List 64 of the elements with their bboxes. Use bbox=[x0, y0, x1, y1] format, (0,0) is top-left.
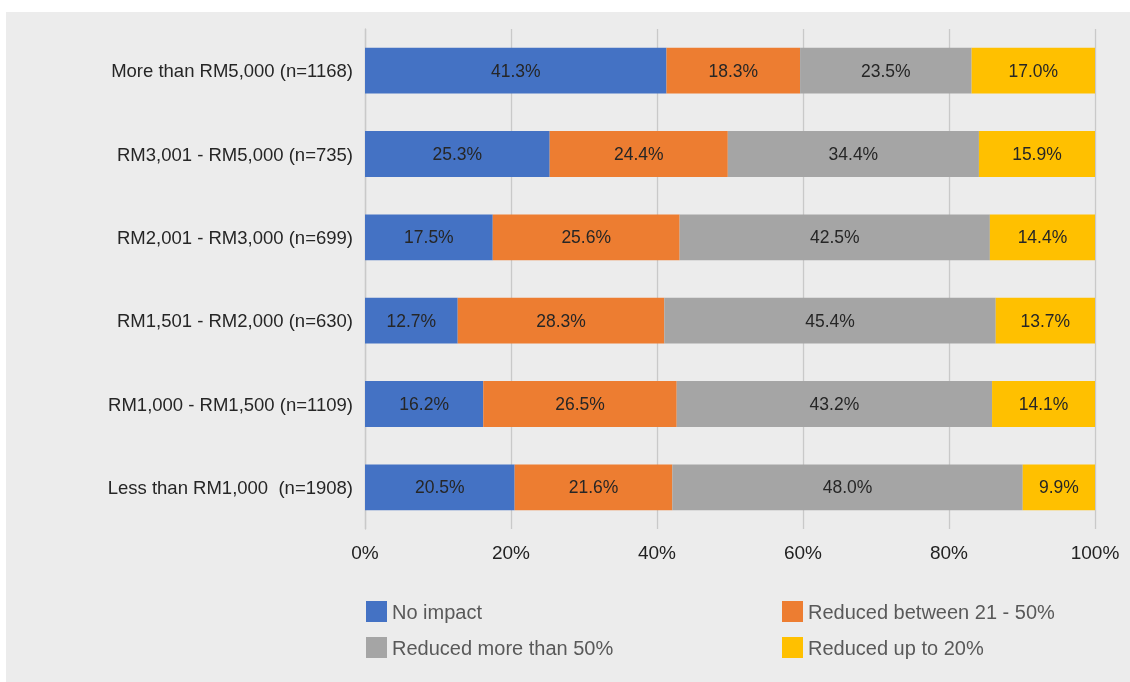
bar bbox=[365, 464, 515, 511]
data-label: 34.4% bbox=[828, 144, 879, 164]
bar bbox=[365, 297, 458, 344]
y-tick-label: RM1,000 - RM1,500 (n=1109) bbox=[108, 393, 353, 415]
data-label: 26.5% bbox=[555, 394, 605, 414]
x-tick-label: 20% bbox=[491, 542, 531, 563]
legend-label: Reduced between 21 - 50% bbox=[808, 600, 1056, 623]
legend-label: Reduced more than 50% bbox=[392, 636, 614, 659]
bar bbox=[971, 47, 1095, 94]
data-label: 45.4% bbox=[805, 310, 855, 331]
bar bbox=[989, 214, 1095, 261]
data-label: 25.3% bbox=[432, 144, 483, 164]
data-label: 42.5% bbox=[809, 227, 860, 248]
bar bbox=[978, 131, 1095, 177]
x-tick-label: 40% bbox=[637, 542, 677, 563]
y-tick-label: RM1,501 - RM2,000 (n=630) bbox=[117, 310, 353, 332]
bar bbox=[800, 47, 972, 94]
data-label: 24.4% bbox=[613, 144, 664, 164]
x-tick-label: 80% bbox=[929, 542, 969, 563]
bar bbox=[676, 381, 993, 427]
bar bbox=[1022, 464, 1095, 511]
data-label: 21.6% bbox=[568, 477, 619, 498]
data-label: 14.1% bbox=[1018, 394, 1069, 414]
bar bbox=[666, 47, 801, 94]
data-label: 17.0% bbox=[1008, 60, 1059, 81]
data-label: 17.5% bbox=[404, 227, 454, 248]
data-label: 14.4% bbox=[1017, 227, 1068, 248]
y-tick-label: Less than RM1,000 (n=1908) bbox=[107, 476, 353, 498]
y-tick-label: RM3,001 - RM5,000 (n=735) bbox=[117, 143, 353, 165]
data-label: 23.5% bbox=[861, 60, 911, 81]
y-tick-label: More than RM5,000 (n=1168) bbox=[111, 60, 353, 82]
x-tick-label: 0% bbox=[351, 542, 379, 563]
bar bbox=[492, 214, 680, 261]
bar bbox=[679, 214, 990, 261]
data-label: 9.9% bbox=[1038, 477, 1079, 498]
y-tick-label: RM2,001 - RM3,000 (n=699) bbox=[117, 226, 353, 248]
data-label: 43.2% bbox=[809, 394, 860, 414]
bar bbox=[672, 464, 1023, 511]
legend-label: No impact bbox=[392, 600, 483, 623]
legend-label: Reduced up to 20% bbox=[808, 636, 984, 659]
bar bbox=[365, 381, 484, 427]
data-label: 13.7% bbox=[1020, 310, 1071, 331]
bar bbox=[365, 131, 550, 177]
bar bbox=[992, 381, 1095, 427]
data-label: 28.3% bbox=[536, 310, 586, 331]
bar bbox=[457, 297, 665, 344]
bar bbox=[483, 381, 677, 427]
data-label: 18.3% bbox=[708, 60, 759, 81]
bar bbox=[995, 297, 1095, 344]
bar bbox=[514, 464, 673, 511]
bar bbox=[549, 131, 728, 177]
bar bbox=[664, 297, 996, 344]
data-label: 15.9% bbox=[1012, 144, 1062, 164]
data-label: 16.2% bbox=[399, 394, 449, 414]
data-label: 48.0% bbox=[822, 477, 873, 498]
x-tick-label: 60% bbox=[783, 542, 823, 563]
bar bbox=[365, 214, 493, 261]
data-label: 25.6% bbox=[561, 227, 611, 248]
bar bbox=[365, 47, 667, 94]
bar bbox=[727, 131, 979, 177]
x-tick-label: 100% bbox=[1070, 542, 1120, 563]
data-label: 41.3% bbox=[490, 60, 541, 81]
data-label: 20.5% bbox=[415, 477, 465, 498]
data-label: 12.7% bbox=[386, 310, 437, 331]
